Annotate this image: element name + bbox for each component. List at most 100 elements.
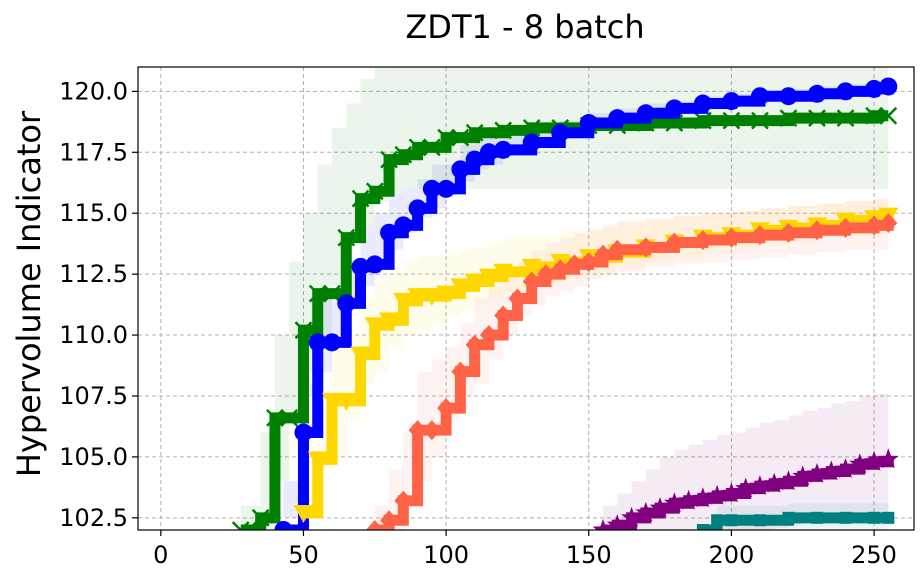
data-point xyxy=(792,465,814,486)
data-point xyxy=(750,225,769,246)
data-point xyxy=(522,133,541,152)
data-point xyxy=(294,423,313,442)
data-point xyxy=(322,392,342,411)
data-point xyxy=(882,511,895,524)
data-point xyxy=(408,420,427,441)
data-point xyxy=(294,321,313,340)
data-point xyxy=(394,490,413,511)
data-layer xyxy=(231,67,899,530)
data-point xyxy=(836,217,855,238)
y-tick-label: 117.5 xyxy=(59,138,128,166)
data-point xyxy=(394,145,413,164)
data-point xyxy=(594,244,613,265)
data-point xyxy=(868,511,881,524)
data-point xyxy=(465,150,484,169)
data-point xyxy=(678,489,700,510)
data-point xyxy=(408,199,427,218)
data-point xyxy=(811,511,823,524)
y-tick-label: 115.0 xyxy=(59,199,128,227)
data-point xyxy=(665,232,684,253)
y-tick-label: 102.5 xyxy=(59,504,128,532)
data-point xyxy=(808,109,826,128)
data-point xyxy=(450,278,471,297)
tick-layer: 0 50 100 150 200 250 102.5 105.0 107.5 110.0 112.5… xyxy=(59,77,897,569)
data-point xyxy=(508,288,527,309)
data-point xyxy=(337,294,356,313)
data-point xyxy=(437,179,456,198)
data-point xyxy=(711,514,724,527)
data-point xyxy=(606,514,628,530)
data-point xyxy=(351,189,370,208)
data-point xyxy=(706,484,728,505)
data-point xyxy=(863,450,885,471)
data-point xyxy=(849,453,871,474)
data-point xyxy=(721,482,742,503)
data-point xyxy=(422,179,441,198)
data-point xyxy=(231,521,250,530)
data-point xyxy=(437,398,456,419)
data-point xyxy=(365,520,384,530)
data-point xyxy=(693,94,712,113)
data-point xyxy=(522,119,541,137)
data-point xyxy=(308,284,327,303)
data-point xyxy=(779,87,798,106)
data-point xyxy=(437,128,456,147)
data-point xyxy=(421,288,442,307)
data-point xyxy=(820,460,842,481)
data-point xyxy=(351,257,370,276)
data-point xyxy=(779,109,798,128)
data-point xyxy=(380,223,399,242)
y-axis-label: Hypervolume Indicator xyxy=(10,110,48,477)
data-point xyxy=(493,263,514,282)
data-point xyxy=(579,114,598,133)
data-point xyxy=(636,237,655,258)
data-point xyxy=(436,285,457,304)
data-point xyxy=(522,271,541,292)
data-point xyxy=(836,82,855,101)
data-point xyxy=(735,477,757,498)
x-tick-label: 250 xyxy=(851,541,897,569)
data-point xyxy=(337,228,356,247)
data-point xyxy=(693,111,712,130)
data-point xyxy=(693,230,712,251)
data-point xyxy=(750,87,769,106)
data-point xyxy=(280,409,299,427)
data-point xyxy=(323,333,341,352)
data-point xyxy=(521,258,542,277)
data-point xyxy=(865,106,883,125)
data-point xyxy=(808,84,826,103)
data-point xyxy=(749,475,771,495)
data-point xyxy=(751,111,769,130)
data-point xyxy=(579,251,598,272)
data-point xyxy=(836,109,855,128)
data-point xyxy=(636,104,655,123)
data-point xyxy=(266,409,284,427)
data-point xyxy=(494,140,513,159)
x-tick-label: 100 xyxy=(423,541,469,569)
data-point xyxy=(293,504,314,523)
data-point xyxy=(407,288,428,307)
data-point xyxy=(494,121,513,140)
data-point xyxy=(365,255,384,274)
data-point xyxy=(380,510,399,530)
data-point xyxy=(808,220,826,241)
data-point xyxy=(379,312,400,331)
data-point xyxy=(478,268,499,287)
data-point xyxy=(350,346,371,365)
data-point xyxy=(879,106,898,125)
x-tick-label: 0 xyxy=(153,541,168,569)
data-point xyxy=(879,77,898,96)
data-point xyxy=(608,239,627,260)
confidence-band xyxy=(240,67,889,530)
data-point xyxy=(608,109,627,128)
data-point xyxy=(323,284,341,303)
data-point xyxy=(649,497,671,517)
data-point xyxy=(806,463,828,483)
data-point xyxy=(565,254,584,275)
data-point xyxy=(696,524,709,530)
data-point xyxy=(551,259,570,280)
data-point xyxy=(879,212,898,233)
x-tick-label: 200 xyxy=(709,541,755,569)
data-point xyxy=(251,508,270,527)
